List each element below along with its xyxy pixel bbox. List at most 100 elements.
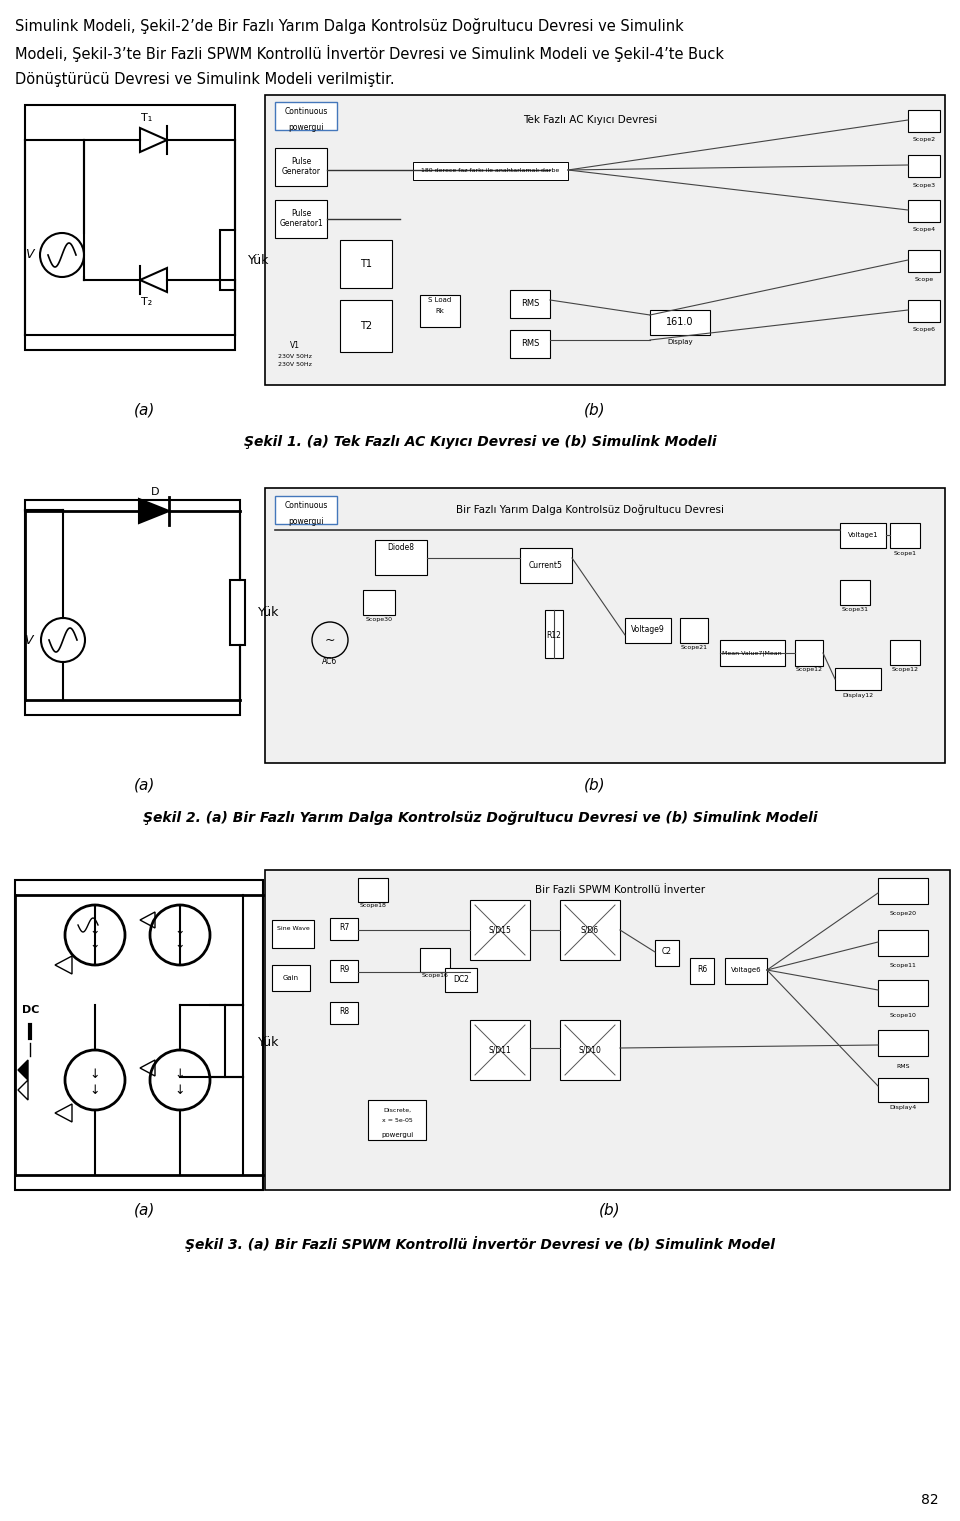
Bar — [225, 1005, 243, 1077]
Bar — [275, 496, 337, 525]
Text: ↓: ↓ — [175, 1083, 185, 1097]
Text: Continuous: Continuous — [284, 106, 327, 116]
Bar — [795, 640, 823, 666]
Text: Display: Display — [667, 339, 693, 345]
Bar — [625, 618, 671, 643]
Bar — [655, 940, 679, 966]
Text: (a): (a) — [134, 1203, 156, 1217]
Bar — [340, 300, 392, 351]
Text: Gain: Gain — [283, 975, 300, 981]
Bar — [275, 199, 327, 237]
Text: S/D6: S/D6 — [581, 925, 599, 934]
Bar — [340, 240, 392, 287]
Text: Simulink Modeli, Şekil-2’de Bir Fazlı Yarım Dalga Kontrolsüz Doğrultucu Devresi : Simulink Modeli, Şekil-2’de Bir Fazlı Ya… — [15, 18, 684, 33]
Bar — [725, 958, 767, 984]
Text: 161.0: 161.0 — [666, 316, 694, 327]
Text: Scope18: Scope18 — [360, 903, 387, 908]
Bar — [470, 900, 530, 960]
Text: R8: R8 — [339, 1007, 349, 1016]
Text: RMS: RMS — [521, 339, 540, 348]
Text: Voltage6: Voltage6 — [731, 967, 761, 973]
Bar — [220, 230, 235, 291]
Bar — [908, 300, 940, 322]
Text: Scope6: Scope6 — [913, 327, 935, 333]
Bar — [840, 523, 886, 548]
Text: Scope4: Scope4 — [912, 228, 936, 233]
Bar — [878, 929, 928, 957]
Text: T2: T2 — [360, 321, 372, 332]
Text: Yük: Yük — [258, 607, 279, 619]
Bar — [510, 330, 550, 357]
Text: 82: 82 — [922, 1494, 939, 1507]
Text: T₁: T₁ — [141, 113, 153, 123]
Text: ↓: ↓ — [175, 923, 185, 937]
Text: powergui: powergui — [381, 1132, 413, 1138]
Text: (a): (a) — [134, 777, 156, 792]
Text: Generator1: Generator1 — [279, 219, 323, 228]
Text: 230V 50Hz: 230V 50Hz — [278, 362, 312, 368]
Text: Scope16: Scope16 — [421, 973, 448, 978]
Text: Diode8: Diode8 — [388, 543, 415, 552]
Bar — [330, 1002, 358, 1024]
Text: Dönüştürücü Devresi ve Simulink Modeli verilmiştir.: Dönüştürücü Devresi ve Simulink Modeli v… — [15, 71, 395, 87]
Bar — [680, 618, 708, 643]
Text: (b): (b) — [599, 1203, 621, 1217]
Text: V: V — [26, 248, 34, 262]
Text: Pulse: Pulse — [291, 208, 311, 218]
Text: powergui: powergui — [288, 517, 324, 526]
Bar — [840, 580, 870, 605]
Bar — [520, 548, 572, 583]
Text: Scope12: Scope12 — [796, 668, 823, 672]
Bar — [445, 967, 477, 992]
Polygon shape — [18, 1060, 28, 1080]
Text: ↓: ↓ — [175, 938, 185, 952]
Text: DC: DC — [22, 1005, 39, 1015]
Bar — [720, 640, 785, 666]
Polygon shape — [139, 499, 169, 523]
Text: Şekil 2. (a) Bir Fazlı Yarım Dalga Kontrolsüz Doğrultucu Devresi ve (b) Simulink: Şekil 2. (a) Bir Fazlı Yarım Dalga Kontr… — [143, 811, 817, 824]
Text: Scope3: Scope3 — [912, 183, 936, 187]
Bar — [15, 881, 263, 1189]
Bar — [358, 878, 388, 902]
Bar — [25, 105, 235, 350]
Text: (b): (b) — [585, 403, 606, 417]
Text: Current5: Current5 — [529, 561, 563, 569]
Text: R9: R9 — [339, 966, 349, 975]
Bar — [272, 964, 310, 992]
Bar — [878, 980, 928, 1005]
Bar — [835, 668, 881, 691]
Text: V1: V1 — [290, 342, 300, 350]
Bar — [878, 1078, 928, 1103]
Bar — [420, 948, 450, 972]
Bar — [230, 580, 245, 645]
Text: (a): (a) — [134, 403, 156, 417]
Text: Rk: Rk — [436, 307, 444, 313]
Text: R12: R12 — [546, 631, 562, 639]
Bar — [275, 148, 327, 186]
Bar — [265, 488, 945, 764]
Text: RMS: RMS — [897, 1063, 910, 1068]
Text: D: D — [151, 487, 159, 497]
Bar — [25, 500, 240, 715]
Bar — [368, 1100, 426, 1141]
Bar — [908, 155, 940, 176]
Bar — [330, 960, 358, 983]
Bar — [878, 1030, 928, 1056]
Text: Display12: Display12 — [843, 692, 874, 698]
Text: S/D11: S/D11 — [489, 1045, 512, 1054]
Text: Yük: Yük — [258, 1036, 279, 1048]
Text: Generator: Generator — [281, 167, 321, 176]
Text: Voltage9: Voltage9 — [631, 625, 665, 634]
Bar — [560, 900, 620, 960]
Text: R6: R6 — [697, 966, 708, 975]
Bar — [878, 878, 928, 903]
Text: ↓: ↓ — [175, 1068, 185, 1081]
Text: Scope2: Scope2 — [912, 137, 936, 143]
Bar — [330, 919, 358, 940]
Bar — [908, 110, 940, 132]
Text: Bir Fazli SPWM Kontrollü İnverter: Bir Fazli SPWM Kontrollü İnverter — [535, 885, 705, 894]
Text: T₂: T₂ — [141, 297, 153, 307]
Bar — [560, 1021, 620, 1080]
Text: powergui: powergui — [288, 123, 324, 132]
Text: AC6: AC6 — [323, 657, 338, 666]
